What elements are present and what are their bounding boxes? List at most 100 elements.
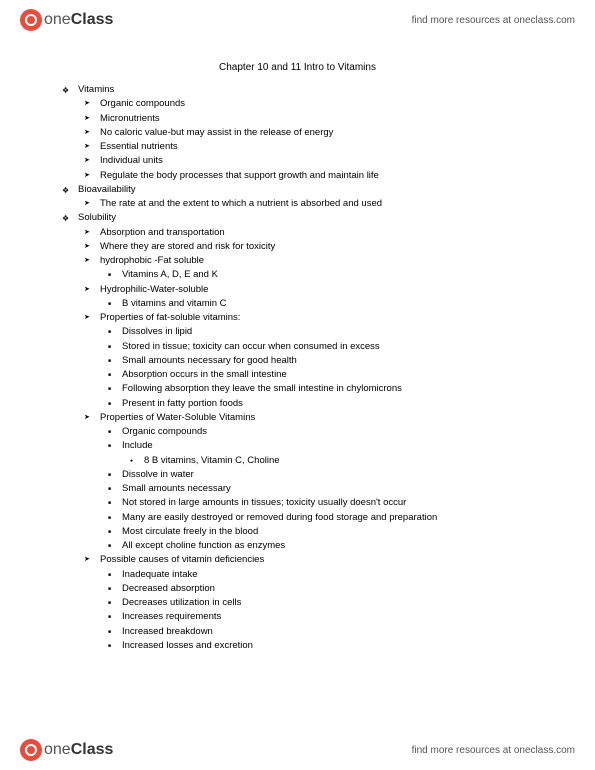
- header-link[interactable]: find more resources at oneclass.com: [412, 15, 575, 26]
- outline-item: All except choline function as enzymes: [100, 539, 535, 553]
- outline-item: Increases requirements: [100, 610, 535, 624]
- outline-item-label: Solubility: [78, 212, 116, 223]
- outline-item-label: Properties of Water-Soluble Vitamins: [100, 412, 255, 423]
- outline-item: 8 B vitamins, Vitamin C, Choline: [122, 454, 535, 468]
- outline-item: Bioavailability The rate at and the exten…: [60, 183, 535, 212]
- logo-text-main: one: [44, 741, 71, 758]
- footer-logo: oneClass: [20, 739, 113, 761]
- outline-item-label: Where they are stored and risk for toxic…: [100, 241, 275, 252]
- outline-item-label: Inadequate intake: [122, 569, 198, 580]
- outline-item-label: Small amounts necessary for good health: [122, 355, 297, 366]
- outline-item: Possible causes of vitamin deficiencies I…: [78, 553, 535, 653]
- outline-item: The rate at and the extent to which a nu…: [78, 197, 535, 211]
- document-body: Chapter 10 and 11 Intro to Vitamins Vita…: [0, 40, 595, 663]
- outline-item-label: 8 B vitamins, Vitamin C, Choline: [144, 455, 280, 466]
- outline-item-label: Organic compounds: [100, 98, 185, 109]
- outline-level-3: Dissolves in lipid Stored in tissue; toxi…: [100, 325, 535, 411]
- outline-item-label: Most circulate freely in the blood: [122, 526, 258, 537]
- logo-icon: [20, 739, 42, 761]
- logo-text: oneClass: [44, 741, 113, 759]
- outline-item: Micronutrients: [78, 112, 535, 126]
- outline-item: Present in fatty portion foods: [100, 397, 535, 411]
- outline-item-label: Organic compounds: [122, 426, 207, 437]
- outline-item-label: Stored in tissue; toxicity can occur whe…: [122, 341, 380, 352]
- outline-item: No caloric value-but may assist in the r…: [78, 126, 535, 140]
- outline-item: Many are easily destroyed or removed dur…: [100, 511, 535, 525]
- outline-item: Properties of Water-Soluble Vitamins Orga…: [78, 411, 535, 554]
- logo-text-main: one: [44, 11, 71, 28]
- outline-item-label: Increased breakdown: [122, 626, 213, 637]
- outline-item: Most circulate freely in the blood: [100, 525, 535, 539]
- outline-item: Where they are stored and risk for toxic…: [78, 240, 535, 254]
- outline-item: Solubility Absorption and transportation W…: [60, 211, 535, 653]
- outline-item-label: Absorption and transportation: [100, 227, 225, 238]
- outline-item: Absorption and transportation: [78, 226, 535, 240]
- outline-item: Organic compounds: [78, 97, 535, 111]
- outline-item-label: Decreases utilization in cells: [122, 597, 241, 608]
- outline-item: Increased losses and excretion: [100, 639, 535, 653]
- outline-item: Small amounts necessary: [100, 482, 535, 496]
- outline-item-label: Hydrophilic-Water-soluble: [100, 284, 208, 295]
- outline-item-label: All except choline function as enzymes: [122, 540, 285, 551]
- outline-item-label: Possible causes of vitamin deficiencies: [100, 554, 264, 565]
- page-header: oneClass find more resources at oneclass…: [0, 0, 595, 40]
- outline-item: Decreases utilization in cells: [100, 596, 535, 610]
- outline-level-3: Vitamins A, D, E and K: [100, 268, 535, 282]
- outline-item: Individual units: [78, 154, 535, 168]
- outline-item: Include 8 B vitamins, Vitamin C, Choline: [100, 439, 535, 468]
- outline-level-2: Absorption and transportation Where they …: [78, 226, 535, 654]
- outline-item: Regulate the body processes that support…: [78, 169, 535, 183]
- outline-item-label: Individual units: [100, 155, 163, 166]
- outline-item-label: Dissolves in lipid: [122, 326, 192, 337]
- outline-item: Organic compounds: [100, 425, 535, 439]
- page-footer: oneClass find more resources at oneclass…: [0, 730, 595, 770]
- outline-level-2: The rate at and the extent to which a nu…: [78, 197, 535, 211]
- logo: oneClass: [20, 9, 113, 31]
- outline-item: Properties of fat-soluble vitamins: Disso…: [78, 311, 535, 411]
- outline-item-label: Vitamins: [78, 84, 114, 95]
- outline-item: Dissolves in lipid: [100, 325, 535, 339]
- outline-item-label: B vitamins and vitamin C: [122, 298, 227, 309]
- footer-link[interactable]: find more resources at oneclass.com: [412, 745, 575, 756]
- outline-item: Increased breakdown: [100, 625, 535, 639]
- outline-item: Not stored in large amounts in tissues; …: [100, 496, 535, 510]
- outline-item: Dissolve in water: [100, 468, 535, 482]
- outline-level-4: 8 B vitamins, Vitamin C, Choline: [122, 454, 535, 468]
- outline-item-label: Dissolve in water: [122, 469, 194, 480]
- outline-root: Vitamins Organic compounds Micronutrients N…: [60, 83, 535, 653]
- outline-item: B vitamins and vitamin C: [100, 297, 535, 311]
- outline-item-label: Not stored in large amounts in tissues; …: [122, 497, 406, 508]
- outline-item: Vitamins Organic compounds Micronutrients N…: [60, 83, 535, 183]
- outline-item: Stored in tissue; toxicity can occur whe…: [100, 340, 535, 354]
- outline-item-label: Increases requirements: [122, 611, 221, 622]
- outline-item: Essential nutrients: [78, 140, 535, 154]
- outline-item-label: Present in fatty portion foods: [122, 398, 243, 409]
- logo-text-bold: Class: [71, 741, 114, 758]
- outline-item-label: Regulate the body processes that support…: [100, 170, 379, 181]
- outline-item-label: Following absorption they leave the smal…: [122, 383, 402, 394]
- outline-item: Following absorption they leave the smal…: [100, 382, 535, 396]
- outline-item-label: Bioavailability: [78, 184, 136, 195]
- outline-item: Vitamins A, D, E and K: [100, 268, 535, 282]
- outline-item-label: Properties of fat-soluble vitamins:: [100, 312, 240, 323]
- outline-level-3: B vitamins and vitamin C: [100, 297, 535, 311]
- outline-item-label: Absorption occurs in the small intestine: [122, 369, 287, 380]
- logo-text: oneClass: [44, 11, 113, 29]
- outline-item: Absorption occurs in the small intestine: [100, 368, 535, 382]
- outline-level-3: Organic compounds Include 8 B vitamins, Vi…: [100, 425, 535, 553]
- outline-item: Decreased absorption: [100, 582, 535, 596]
- outline-item: Inadequate intake: [100, 568, 535, 582]
- outline-item-label: hydrophobic -Fat soluble: [100, 255, 204, 266]
- outline-level-2: Organic compounds Micronutrients No calori…: [78, 97, 535, 183]
- outline-item-label: Decreased absorption: [122, 583, 215, 594]
- outline-item-label: No caloric value-but may assist in the r…: [100, 127, 333, 138]
- outline-item-label: Many are easily destroyed or removed dur…: [122, 512, 437, 523]
- outline-item-label: Include: [122, 440, 153, 451]
- outline-item-label: The rate at and the extent to which a nu…: [100, 198, 382, 209]
- outline-item-label: Increased losses and excretion: [122, 640, 253, 651]
- outline-item-label: Micronutrients: [100, 113, 160, 124]
- outline-level-3: Inadequate intake Decreased absorption Dec…: [100, 568, 535, 654]
- outline-item-label: Vitamins A, D, E and K: [122, 269, 218, 280]
- outline-item: hydrophobic -Fat soluble Vitamins A, D, E…: [78, 254, 535, 283]
- outline-item: Small amounts necessary for good health: [100, 354, 535, 368]
